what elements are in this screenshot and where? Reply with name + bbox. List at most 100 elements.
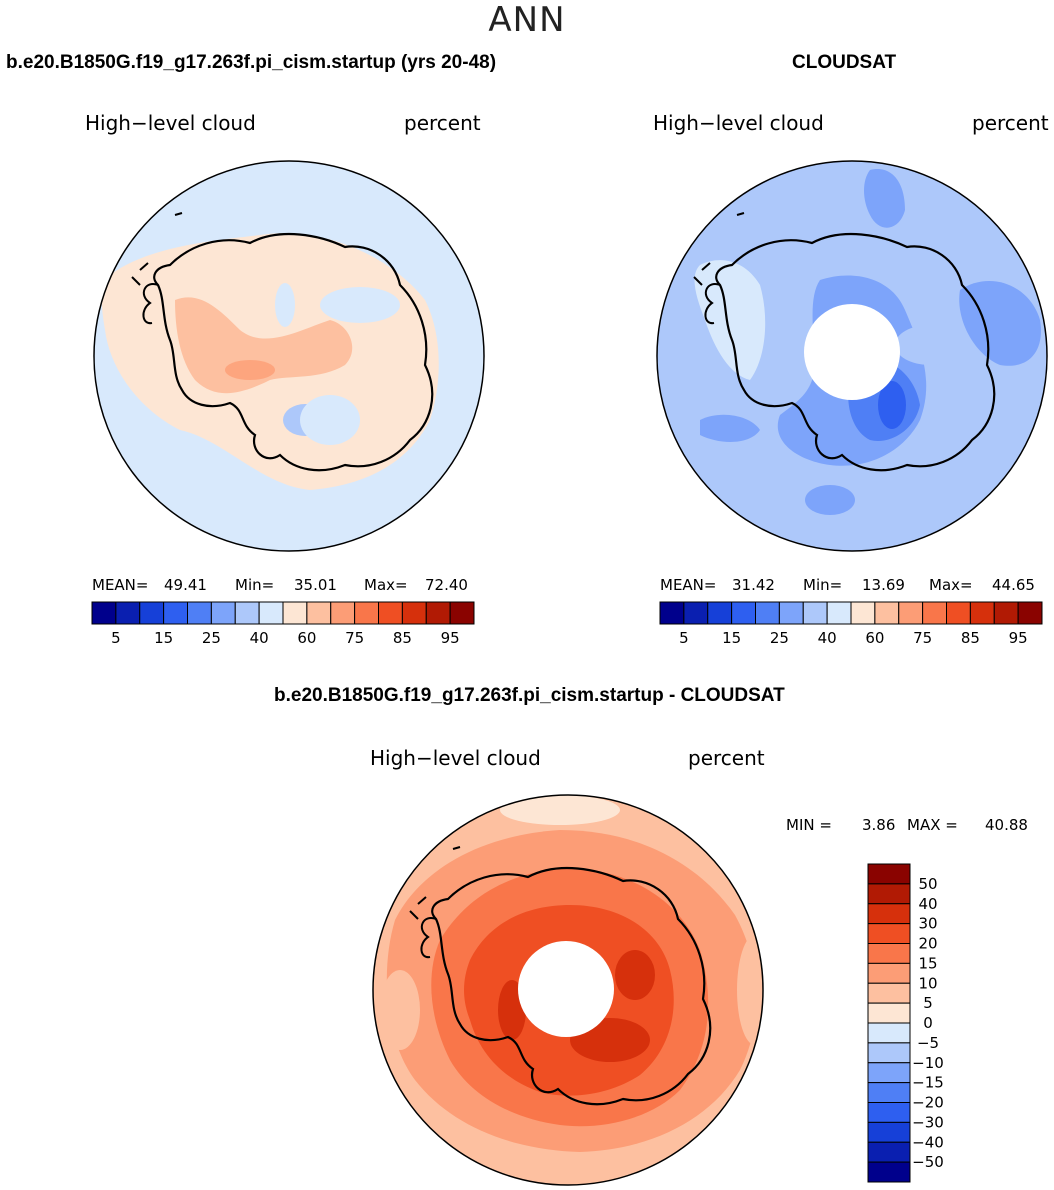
panel-2-colorbar-swatch bbox=[659, 601, 685, 625]
panel-3-colorbar-tick-label: 50 bbox=[918, 875, 937, 893]
panel-3-title: b.e20.B1850G.f19_g17.263f.pi_cism.startu… bbox=[274, 685, 785, 706]
panel-2-colorbar-tick-label: 5 bbox=[679, 629, 689, 647]
panel-2-colorbar-swatch bbox=[874, 601, 900, 625]
panel-3-colorbar-swatch bbox=[867, 1102, 911, 1123]
panel-2-map bbox=[657, 161, 1047, 551]
panel-1-colorbar-swatch bbox=[210, 601, 236, 625]
panel-3-colorbar-tick-label: −30 bbox=[912, 1113, 944, 1131]
panel-2-colorbar-tick-label: 60 bbox=[865, 629, 884, 647]
panel-1-colorbar-swatch bbox=[354, 601, 379, 625]
panel-2-variable: High−level cloud bbox=[653, 111, 824, 135]
panel-1-units: percent bbox=[404, 111, 481, 135]
panel-2-colorbar-swatch bbox=[707, 601, 733, 625]
panel-3-colorbar-swatch bbox=[867, 1062, 911, 1084]
panel-2-colorbar-swatch bbox=[922, 601, 947, 625]
panel-2-colorbar-tick-label: 75 bbox=[913, 629, 932, 647]
panel-2-colorbar-swatch bbox=[778, 601, 804, 625]
panel-3-colorbar-swatch bbox=[867, 1002, 911, 1024]
panel-3-colorbar-swatch bbox=[867, 1121, 911, 1143]
panel-3-min-value: 3.86 bbox=[862, 816, 896, 834]
panel-1-colorbar-tick-label: 15 bbox=[154, 629, 173, 647]
panel-2-colorbar-swatch bbox=[898, 601, 924, 625]
panel-2-colorbar-tick-label: 15 bbox=[722, 629, 741, 647]
panel-1-mean-label: MEAN= bbox=[92, 576, 149, 594]
panel-2-max-label: Max= bbox=[929, 576, 973, 594]
panel-2-colorbar-swatch bbox=[731, 601, 756, 625]
panel-3-map bbox=[373, 795, 763, 1185]
panel-3-colorbar-tick-label: 40 bbox=[918, 895, 937, 913]
panel-1-colorbar-tick-label: 25 bbox=[202, 629, 221, 647]
panel-2-colorbar-tick-label: 25 bbox=[770, 629, 789, 647]
panel-2-colorbar: 5 15 25 40 60 75 85 95 bbox=[659, 601, 1043, 647]
panel-1-colorbar-tick-label: 60 bbox=[297, 629, 316, 647]
panel-3-max-value: 40.88 bbox=[985, 816, 1028, 834]
panel-3-colorbar-tick-label: −15 bbox=[912, 1074, 944, 1092]
panel-3-colorbar-tick-label: 30 bbox=[918, 915, 937, 933]
panel-1-colorbar-swatch bbox=[425, 601, 451, 625]
panel-2-mean-value: 31.42 bbox=[732, 576, 775, 594]
panel-1-colorbar-swatch bbox=[378, 601, 403, 625]
panel-1-colorbar-swatch bbox=[187, 601, 212, 625]
panel-2-colorbar-swatch bbox=[850, 601, 876, 625]
panel-2-colorbar-tick-label: 95 bbox=[1009, 629, 1028, 647]
panel-1-title: b.e20.B1850G.f19_g17.263f.pi_cism.startu… bbox=[6, 52, 497, 73]
panel-2-units: percent bbox=[972, 111, 1049, 135]
panel-1-colorbar-swatch bbox=[234, 601, 260, 625]
panel-1-min-value: 35.01 bbox=[294, 576, 337, 594]
panel-1-colorbar: 5 15 25 40 60 75 85 95 bbox=[91, 601, 475, 647]
panel-3-colorbar-swatch bbox=[867, 883, 911, 905]
panel-2-max-value: 44.65 bbox=[992, 576, 1035, 594]
panel-3-units: percent bbox=[688, 746, 765, 770]
panel-3-colorbar-swatch bbox=[867, 943, 911, 964]
panel-2-colorbar-swatch bbox=[826, 601, 852, 625]
panel-3-colorbar-swatch bbox=[867, 863, 911, 885]
panel-3-colorbar-swatch bbox=[867, 1141, 911, 1163]
panel-1-variable: High−level cloud bbox=[85, 111, 256, 135]
panel-3-max-label: MAX = bbox=[907, 816, 958, 834]
panel-3-colorbar-tick-label: −50 bbox=[912, 1153, 944, 1171]
panel-1-map bbox=[94, 161, 484, 551]
panel-2-colorbar-swatch bbox=[969, 601, 995, 625]
panel-3-colorbar-swatch bbox=[867, 1161, 911, 1183]
panel-2-colorbar-swatch bbox=[683, 601, 709, 625]
panel-2-colorbar-swatch bbox=[1017, 601, 1043, 625]
panel-3-colorbar-tick-label: −40 bbox=[912, 1133, 944, 1151]
panel-2-title: CLOUDSAT bbox=[792, 52, 897, 73]
panel-1-max-value: 72.40 bbox=[425, 576, 468, 594]
panel-2-min-label: Min= bbox=[803, 576, 843, 594]
panel-1-min-label: Min= bbox=[235, 576, 275, 594]
panel-2-colorbar-swatch bbox=[946, 601, 971, 625]
panel-1-colorbar-tick-label: 40 bbox=[250, 629, 269, 647]
panel-1-colorbar-swatch bbox=[449, 601, 475, 625]
panel-3-colorbar-swatch bbox=[867, 1082, 911, 1103]
panel-1-max-label: Max= bbox=[364, 576, 408, 594]
panel-2-colorbar-swatch bbox=[755, 601, 780, 625]
panel-2-colorbar-swatch bbox=[802, 601, 828, 625]
panel-1-colorbar-swatch bbox=[258, 601, 284, 625]
panel-1-colorbar-tick-label: 95 bbox=[441, 629, 460, 647]
panel-2-colorbar-tick-label: 85 bbox=[961, 629, 980, 647]
panel-2-colorbar-swatch bbox=[993, 601, 1019, 625]
panel-3-colorbar-tick-label: 5 bbox=[923, 994, 933, 1012]
panel-3-colorbar-tick-label: 20 bbox=[918, 935, 937, 953]
panel-3-colorbar-swatch bbox=[867, 1042, 911, 1064]
panel-1-colorbar-swatch bbox=[115, 601, 141, 625]
panel-3-variable: High−level cloud bbox=[370, 746, 541, 770]
panel-3-min-label: MIN = bbox=[786, 816, 832, 834]
season-title: ANN bbox=[488, 0, 566, 40]
panel-3-colorbar-tick-label: −10 bbox=[912, 1054, 944, 1072]
panel-3-colorbar-tick-label: 10 bbox=[918, 974, 937, 992]
panel-2-min-value: 13.69 bbox=[862, 576, 905, 594]
panel-3-colorbar-tick-label: 0 bbox=[923, 1014, 933, 1032]
panel-1-colorbar-tick-label: 85 bbox=[393, 629, 412, 647]
panel-3-colorbar-tick-label: −20 bbox=[912, 1094, 944, 1112]
panel-1-colorbar-swatch bbox=[91, 601, 117, 625]
panel-3-colorbar-swatch bbox=[867, 903, 911, 925]
panel-1-colorbar-swatch bbox=[163, 601, 188, 625]
panel-1-mean-value: 49.41 bbox=[164, 576, 207, 594]
panel-3-colorbar-swatch bbox=[867, 982, 911, 1004]
panel-1-colorbar-swatch bbox=[139, 601, 165, 625]
panel-1-colorbar-tick-label: 5 bbox=[111, 629, 121, 647]
